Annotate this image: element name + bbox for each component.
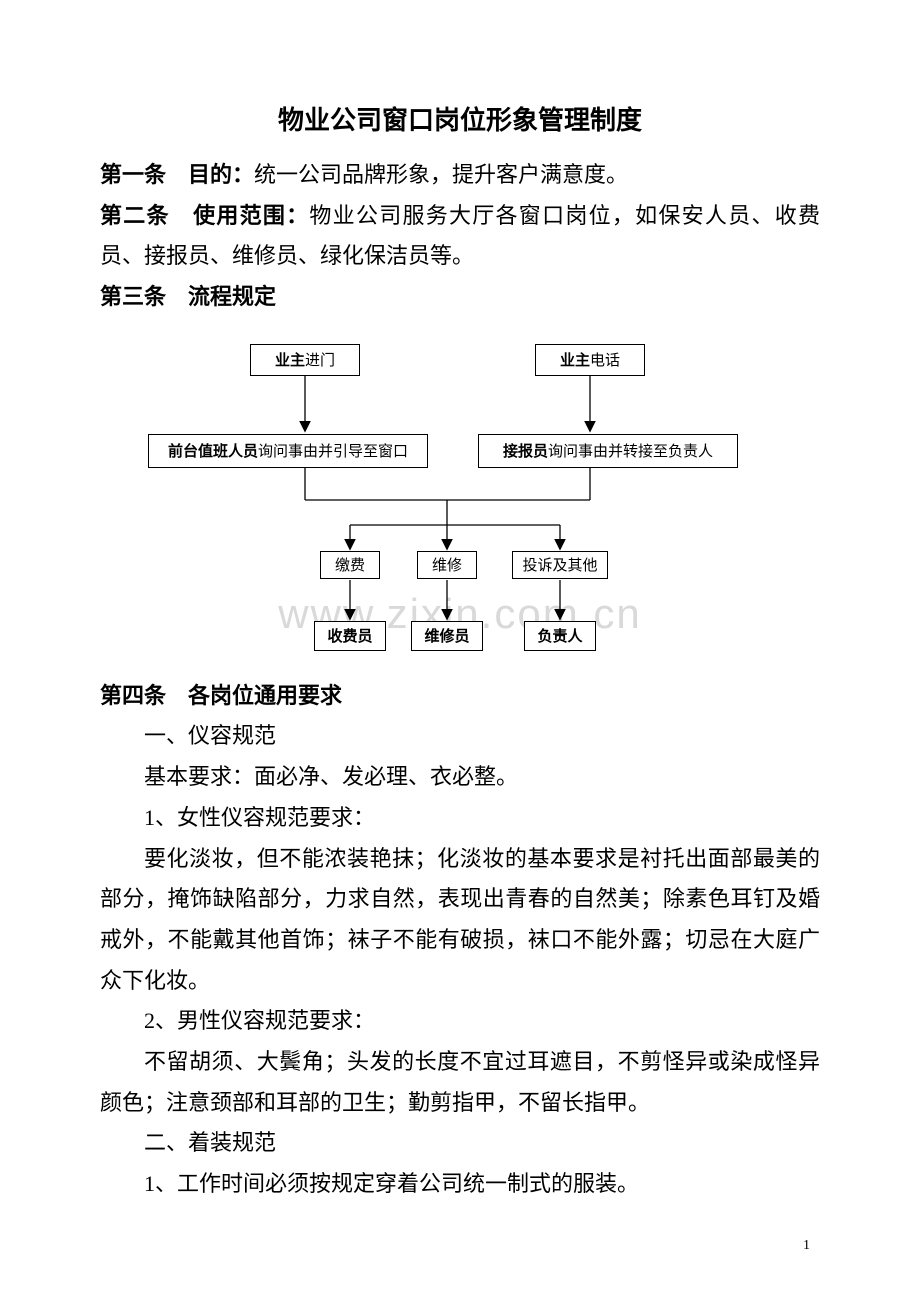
flow-node-owner-enter-bold: 业主 — [275, 353, 305, 369]
flow-node-repair: 维修 — [417, 551, 477, 579]
document-page: 物业公司窗口岗位形象管理制度 第一条 目的：统一公司品牌形象，提升客户满意度。 … — [0, 0, 920, 1245]
flow-node-receiver-bold: 接报员 — [503, 444, 548, 460]
flow-node-payment: 缴费 — [320, 551, 380, 579]
article-3-head: 第三条 流程规定 — [100, 284, 276, 309]
sec4-p1: 一、仪容规范 — [100, 716, 820, 757]
article-4: 第四条 各岗位通用要求 — [100, 676, 820, 717]
page-number: 1 — [803, 1238, 810, 1254]
flow-node-complaint: 投诉及其他 — [512, 551, 608, 579]
sec4-p4: 要化淡妆，但不能浓装艳抹；化淡妆的基本要求是衬托出面部最美的部分，掩饰缺陷部分，… — [100, 839, 820, 1002]
article-4-head: 第四条 各岗位通用要求 — [100, 683, 342, 708]
flow-node-owner-call-rest: 电话 — [590, 353, 620, 369]
flow-node-repairman: 维修员 — [411, 621, 483, 651]
flow-node-front-desk: 前台值班人员询问事由并引导至窗口 — [148, 434, 428, 468]
flow-node-front-desk-bold: 前台值班人员 — [168, 444, 258, 460]
flow-node-owner-call-bold: 业主 — [560, 353, 590, 369]
sec4-p3: 1、女性仪容规范要求： — [100, 798, 820, 839]
flow-node-front-desk-rest: 询问事由并引导至窗口 — [258, 444, 408, 460]
article-3: 第三条 流程规定 — [100, 277, 820, 318]
sec4-p5: 2、男性仪容规范要求： — [100, 1001, 820, 1042]
flow-node-cashier: 收费员 — [314, 621, 386, 651]
flowchart-diagram: 业主进门 业主电话 前台值班人员询问事由并引导至窗口 接报员询问事由并转接至负责… — [100, 330, 820, 670]
page-title: 物业公司窗口岗位形象管理制度 — [100, 100, 820, 137]
sec4-p8: 1、工作时间必须按规定穿着公司统一制式的服装。 — [100, 1164, 820, 1205]
sec4-p7: 二、着装规范 — [100, 1123, 820, 1164]
sec4-p6: 不留胡须、大鬓角；头发的长度不宜过耳遮目，不剪怪异或染成怪异颜色；注意颈部和耳部… — [100, 1042, 820, 1123]
sec4-p2: 基本要求：面必净、发必理、衣必整。 — [100, 757, 820, 798]
article-1-head: 第一条 目的： — [100, 162, 254, 187]
article-1: 第一条 目的：统一公司品牌形象，提升客户满意度。 — [100, 155, 820, 196]
flow-node-receiver: 接报员询问事由并转接至负责人 — [478, 434, 738, 468]
flow-node-owner-enter-rest: 进门 — [305, 353, 335, 369]
flow-node-receiver-rest: 询问事由并转接至负责人 — [548, 444, 713, 460]
article-1-body: 统一公司品牌形象，提升客户满意度。 — [254, 162, 628, 187]
article-2-head: 第二条 使用范围： — [100, 203, 309, 228]
article-2: 第二条 使用范围：物业公司服务大厅各窗口岗位，如保安人员、收费员、接报员、维修员… — [100, 196, 820, 277]
flowchart-lines — [100, 330, 820, 670]
flow-node-owner-enter: 业主进门 — [250, 344, 360, 376]
flow-node-owner-call: 业主电话 — [535, 344, 645, 376]
flow-node-responsible: 负责人 — [524, 621, 596, 651]
